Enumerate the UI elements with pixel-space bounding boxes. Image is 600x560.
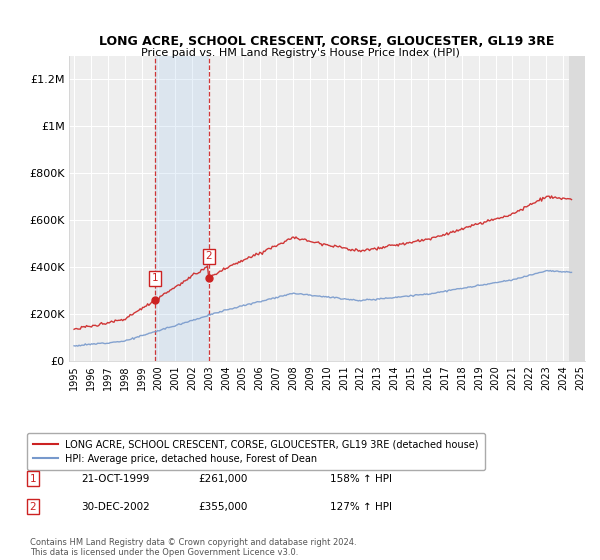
- Bar: [155, 56, 209, 361]
- Title: LONG ACRE, SCHOOL CRESCENT, CORSE, GLOUCESTER, GL19 3RE: LONG ACRE, SCHOOL CRESCENT, CORSE, GLOUC…: [100, 35, 554, 48]
- Text: 21-OCT-1999: 21-OCT-1999: [81, 474, 149, 484]
- Legend: LONG ACRE, SCHOOL CRESCENT, CORSE, GLOUCESTER, GL19 3RE (detached house), HPI: A: LONG ACRE, SCHOOL CRESCENT, CORSE, GLOUC…: [28, 433, 485, 470]
- Bar: [569, 56, 589, 361]
- Bar: [569, 56, 589, 361]
- Text: £261,000: £261,000: [198, 474, 247, 484]
- Text: 158% ↑ HPI: 158% ↑ HPI: [330, 474, 392, 484]
- Text: 2: 2: [29, 502, 37, 512]
- Text: 2: 2: [206, 251, 212, 262]
- Text: Price paid vs. HM Land Registry's House Price Index (HPI): Price paid vs. HM Land Registry's House …: [140, 48, 460, 58]
- Text: Contains HM Land Registry data © Crown copyright and database right 2024.
This d: Contains HM Land Registry data © Crown c…: [30, 538, 356, 557]
- Text: 127% ↑ HPI: 127% ↑ HPI: [330, 502, 392, 512]
- Text: 1: 1: [29, 474, 37, 484]
- Text: 30-DEC-2002: 30-DEC-2002: [81, 502, 150, 512]
- Text: £355,000: £355,000: [198, 502, 247, 512]
- Text: 1: 1: [152, 273, 158, 283]
